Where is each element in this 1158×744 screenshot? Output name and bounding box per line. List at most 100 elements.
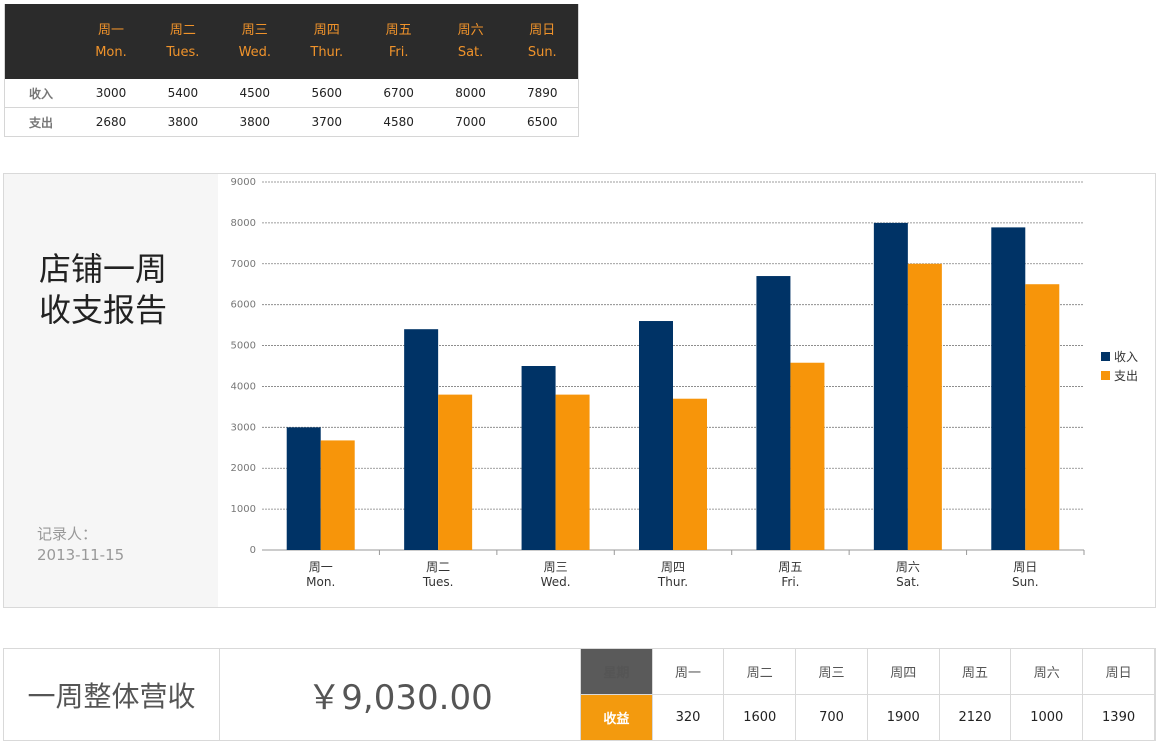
x-tick-label-cn: 周一: [309, 560, 333, 574]
recorder-label: 记录人：: [37, 525, 98, 543]
profit-cell: 320: [651, 694, 725, 741]
y-tick-label: 7000: [231, 259, 256, 270]
income-row: 收入 3000 5400 4500 5600 6700 8000 7890: [4, 79, 579, 108]
day-cn: 周四: [313, 22, 340, 38]
weekday-cell: 周日: [1082, 648, 1155, 695]
bar-expense: [907, 263, 942, 550]
x-tick-label-cn: 周日: [1013, 560, 1037, 574]
weekly-revenue-total: ￥9,030.00: [307, 678, 493, 718]
table-cell: 3700: [290, 107, 363, 137]
day-cn: 周一: [97, 22, 124, 38]
table-cell: 8000: [434, 79, 507, 108]
chart-panel: 店铺一周 收支报告 记录人： 2013-11-15 0 1000 2000 3000 4…: [3, 173, 1156, 608]
row-label-expense: 支出: [4, 107, 75, 137]
day-cn: 周二: [169, 22, 196, 38]
table-header-row: 周一 Mon. 周二 Tues. 周三 Wed. 周四 Thur. 周五 Fri. 周六 S…: [4, 4, 579, 79]
bar-income: [521, 366, 556, 550]
weekday-cell: 周五: [938, 648, 1012, 695]
legend-label: 支出: [1114, 369, 1138, 383]
day-en: Wed.: [238, 44, 272, 60]
y-tick-label: 3000: [231, 422, 256, 433]
weekday-cell: 周三: [795, 648, 868, 695]
weekly-revenue-panel: 一周整体营收 ￥9,030.00 星期 周一 周二 周三 周四 周五 周六 周日…: [3, 648, 1156, 741]
header-day-fri: 周五 Fri.: [362, 4, 435, 79]
bar-chart: 0 1000 2000 3000 4000 5000 6000 7000 8000 9000 周一M…: [231, 177, 1138, 589]
day-cn: 周五: [385, 22, 412, 38]
y-tick-label: 8000: [231, 218, 256, 229]
x-tick-label-en: Mon.: [306, 575, 335, 589]
y-tick-label: 1000: [231, 504, 256, 515]
legend-swatch: [1101, 371, 1110, 380]
bar-income: [286, 427, 321, 550]
x-tick-label-en: Sat.: [896, 575, 920, 589]
header-day-sat: 周六 Sat.: [434, 4, 507, 79]
header-corner-cell: [4, 4, 75, 79]
day-en: Sun.: [527, 44, 557, 60]
table-cell: 4580: [362, 107, 435, 137]
table-cell: 7000: [434, 107, 507, 137]
bar-expense: [438, 394, 473, 550]
y-tick-label: 2000: [231, 463, 256, 474]
expense-row: 支出 2680 3800 3800 3700 4580 7000 6500: [4, 107, 579, 137]
x-tick-label-en: Fri.: [781, 575, 799, 589]
table-cell: 6500: [506, 107, 579, 137]
profit-cell: 1000: [1010, 694, 1084, 741]
bar-expense: [555, 394, 590, 550]
table-cell: 5600: [290, 79, 363, 108]
x-tick-label-cn: 周四: [661, 560, 685, 574]
weekday-cell: 周四: [866, 648, 940, 695]
y-tick-label: 0: [250, 545, 256, 556]
table-cell: 3800: [146, 107, 219, 137]
weekday-cell: 周二: [723, 648, 797, 695]
x-tick-label-cn: 周三: [544, 560, 568, 574]
weekday-row: 星期 周一 周二 周三 周四 周五 周六 周日: [580, 648, 1155, 695]
weekly-revenue-label: 一周整体营收: [4, 649, 220, 740]
profit-cell: 700: [795, 694, 868, 741]
daily-profit-table: 星期 周一 周二 周三 周四 周五 周六 周日 收益 320 1600 700 …: [580, 648, 1155, 741]
header-day-wed: 周三 Wed.: [218, 4, 291, 79]
legend-label: 收入: [1114, 350, 1138, 364]
table-cell: 3000: [75, 79, 147, 108]
x-tick-label-en: Wed.: [541, 575, 571, 589]
table-cell: 4500: [218, 79, 291, 108]
table-cell: 5400: [146, 79, 219, 108]
bar-expense: [790, 362, 825, 550]
bar-income: [756, 276, 791, 550]
bar-income: [404, 329, 439, 550]
profit-cell: 1900: [866, 694, 940, 741]
header-day-thu: 周四 Thur.: [290, 4, 363, 79]
legend-swatch: [1101, 352, 1110, 361]
day-en: Mon.: [95, 44, 127, 60]
profit-row: 收益 320 1600 700 1900 2120 1000 1390: [580, 694, 1155, 741]
header-day-sun: 周日 Sun.: [506, 4, 579, 79]
bar-expense: [320, 440, 355, 550]
table-cell: 3800: [218, 107, 291, 137]
profit-cell: 2120: [938, 694, 1012, 741]
bar-income: [991, 227, 1026, 550]
day-en: Thur.: [310, 44, 344, 60]
bar-income: [639, 321, 673, 550]
day-en: Sat.: [457, 44, 484, 60]
header-day-tue: 周二 Tues.: [146, 4, 219, 79]
table-cell: 7890: [506, 79, 579, 108]
y-tick-label: 9000: [231, 177, 256, 188]
weekday-header: 星期: [580, 648, 653, 695]
x-tick-label-cn: 周六: [896, 560, 920, 574]
report-title: 店铺一周 收支报告: [39, 249, 209, 331]
bar-expense: [1025, 284, 1060, 550]
table-cell: 6700: [362, 79, 435, 108]
report-title-line1: 店铺一周: [39, 250, 168, 288]
header-day-mon: 周一 Mon.: [75, 4, 147, 79]
weekly-data-table: 周一 Mon. 周二 Tues. 周三 Wed. 周四 Thur. 周五 Fri. 周六 S…: [4, 4, 579, 137]
x-tick-label-en: Tues.: [422, 575, 454, 589]
profit-header: 收益: [580, 694, 653, 741]
day-en: Tues.: [166, 44, 200, 60]
day-cn: 周六: [457, 22, 484, 38]
day-en: Fri.: [388, 44, 409, 60]
row-label-income: 收入: [4, 79, 75, 108]
y-tick-label: 6000: [231, 300, 256, 311]
weekday-cell: 周六: [1010, 648, 1084, 695]
table-cell: 2680: [75, 107, 147, 137]
y-tick-label: 5000: [231, 341, 256, 352]
x-tick-label-cn: 周二: [426, 560, 450, 574]
